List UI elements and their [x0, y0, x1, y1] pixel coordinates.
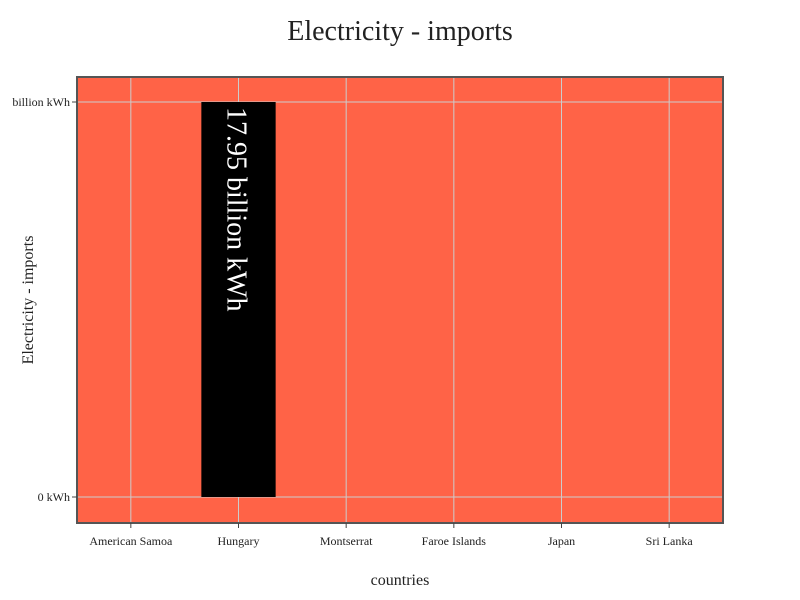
x-tick-label: Faroe Islands [422, 534, 487, 548]
x-tick-label: Montserrat [320, 534, 373, 548]
bars [201, 102, 276, 497]
x-axis-ticks: American Samoa Hungary Montserrat Faroe Isl… [89, 523, 693, 548]
data-label: 17.95 billion kWh [221, 107, 252, 312]
plot-area [77, 77, 723, 523]
y-tick-label: 0 kWh [38, 490, 70, 504]
x-tick-label: Sri Lanka [646, 534, 694, 548]
x-axis-label: countries [371, 572, 430, 589]
chart-title: Electricity - imports [287, 16, 513, 47]
data-labels: 17.95 billion kWh [221, 107, 252, 312]
x-tick-label: Hungary [218, 534, 260, 548]
y-axis-label: Electricity - imports [20, 236, 37, 365]
x-tick-label: Japan [548, 534, 575, 548]
bar-hungary [201, 102, 276, 497]
x-tick-label: American Samoa [89, 534, 173, 548]
plot-frame [76, 76, 724, 524]
y-axis-ticks: 0 kWh billion kWh [12, 95, 77, 504]
y-tick-label: billion kWh [12, 95, 70, 109]
